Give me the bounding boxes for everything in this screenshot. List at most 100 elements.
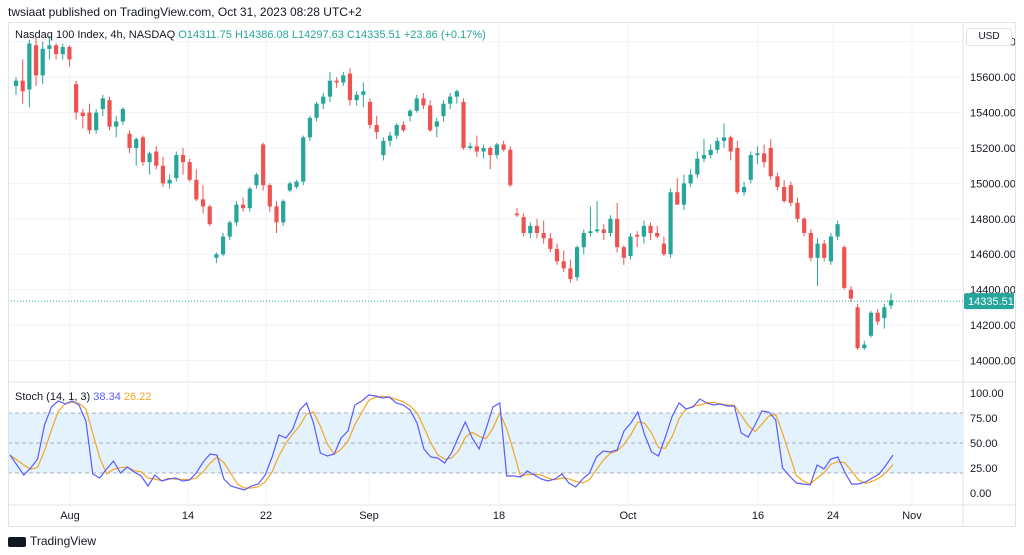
price-legend: Nasdaq 100 Index, 4h, NASDAQ O14311.75 H…	[15, 29, 486, 41]
candle-body	[220, 236, 226, 255]
price-tick-label: 15600.00	[970, 72, 1016, 84]
candle	[501, 140, 506, 152]
time-tick-label: Aug	[60, 510, 80, 522]
candle-body	[441, 103, 446, 117]
candle	[802, 217, 807, 237]
candle	[20, 59, 25, 104]
candle	[361, 82, 366, 108]
candle-body	[688, 174, 693, 184]
candle-body	[267, 185, 272, 207]
candle	[274, 201, 279, 233]
high-value: H14386.08	[234, 29, 289, 41]
candle-body	[327, 80, 333, 97]
candle-body	[868, 312, 874, 336]
candle	[608, 215, 613, 237]
candle	[120, 107, 125, 125]
candle	[167, 174, 172, 189]
candle-body	[428, 105, 433, 131]
candle	[140, 135, 146, 166]
candle	[194, 169, 199, 202]
candle-body	[748, 155, 753, 180]
stoch-k-value: 38.34	[93, 391, 121, 403]
candle	[568, 259, 573, 283]
candle-body	[454, 91, 459, 97]
candle	[588, 206, 593, 237]
stoch-band	[8, 412, 963, 474]
candle-body	[240, 204, 246, 209]
stoch-tick-label: 100.00	[970, 388, 1004, 400]
candle	[87, 103, 92, 134]
candle	[875, 309, 880, 326]
candle-body	[835, 224, 840, 237]
candle	[721, 123, 727, 148]
candle	[795, 197, 800, 223]
candle-body	[401, 124, 406, 131]
candle-body	[595, 229, 600, 232]
candle-body	[247, 188, 252, 209]
candle-body	[134, 139, 139, 148]
candle-body	[661, 243, 667, 255]
candle	[307, 116, 312, 141]
candle	[207, 204, 212, 226]
candle-body	[494, 144, 500, 156]
candle	[421, 93, 426, 110]
candle	[695, 151, 700, 179]
candle-body	[581, 232, 586, 248]
candle-body	[234, 204, 239, 223]
candle-body	[815, 243, 820, 258]
time-tick-label: Oct	[619, 510, 636, 522]
candle-body	[628, 236, 633, 257]
candle	[775, 172, 780, 191]
candle	[768, 139, 773, 180]
candle-body	[721, 137, 727, 141]
candle	[94, 109, 99, 134]
candle-body	[648, 225, 653, 233]
candle	[474, 135, 479, 157]
candle-body	[728, 137, 733, 152]
candle-body	[802, 218, 807, 233]
candle-body	[314, 103, 319, 118]
candle	[488, 146, 493, 170]
candle-body	[842, 247, 847, 288]
candle-body	[20, 80, 25, 92]
candle-body	[601, 229, 606, 233]
currency-button[interactable]: USD	[966, 28, 1012, 46]
candle	[668, 188, 673, 258]
candle	[321, 93, 326, 110]
candle-body	[681, 183, 687, 205]
candle	[114, 116, 119, 138]
symbol-name: Nasdaq 100 Index, 4h, NASDAQ	[15, 29, 176, 41]
candle	[782, 179, 787, 203]
candle-body	[741, 186, 747, 193]
candle	[434, 117, 439, 138]
candle-body	[615, 218, 620, 248]
candle-body	[782, 186, 787, 202]
candle-body	[548, 238, 553, 249]
candle	[53, 43, 59, 60]
candle	[200, 185, 206, 214]
candle	[581, 229, 586, 255]
candle	[414, 94, 419, 113]
candle-body	[87, 112, 92, 131]
candle-body	[154, 151, 159, 166]
candle-body	[127, 133, 132, 148]
candle-body	[100, 98, 105, 110]
stoch-k-line	[9, 394, 894, 491]
stoch-d-line	[9, 395, 894, 489]
tradingview-logo-text: TradingView	[30, 534, 97, 548]
candle-body	[33, 45, 39, 76]
candle-body	[775, 176, 780, 187]
stoch-title: Stoch (14, 1, 3)	[15, 391, 91, 403]
candle-body	[120, 109, 125, 122]
time-tick-label: Sep	[359, 510, 379, 522]
candle	[174, 151, 179, 182]
candle	[641, 220, 646, 244]
candle	[428, 100, 433, 133]
candle-body	[381, 140, 386, 156]
candle-body	[468, 146, 473, 148]
candle	[394, 123, 399, 140]
candle	[407, 109, 413, 122]
candle	[27, 39, 32, 108]
chart-frame	[8, 22, 1016, 527]
